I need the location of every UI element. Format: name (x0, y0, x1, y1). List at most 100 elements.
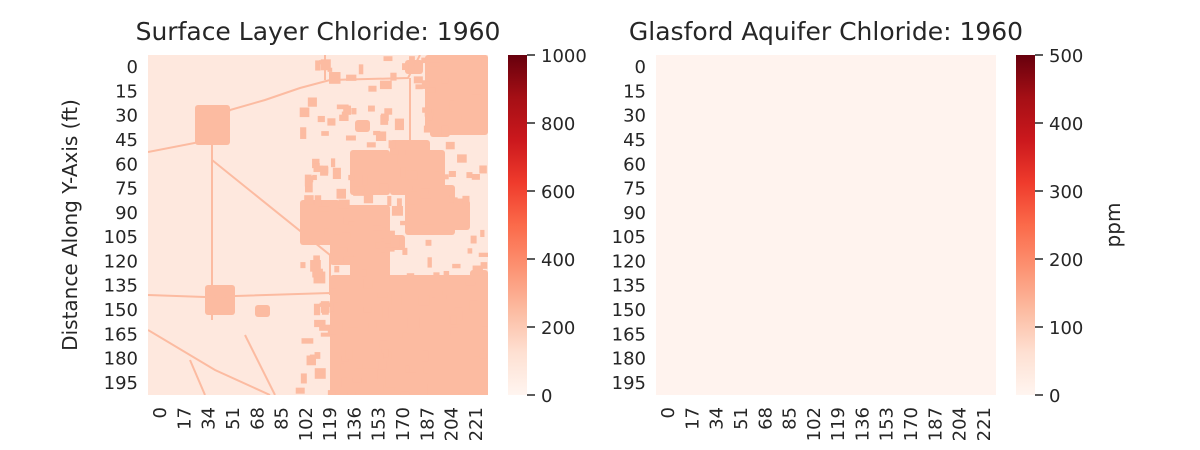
surface-affected-cell (348, 174, 355, 181)
surface-affected-cell (366, 142, 376, 148)
surface-affected-cell (338, 247, 348, 253)
surface-affected-cell (481, 326, 488, 333)
surface-affected-cell (384, 108, 393, 115)
surface-affected-cell (368, 322, 377, 329)
glasford-x-tick-label: 153 (877, 407, 898, 441)
surface-affected-cell (391, 293, 402, 306)
surface-affected-cell (320, 165, 329, 176)
surface-affected-cell (485, 60, 488, 72)
glasford-colorbar-tick-label: 300 (1049, 182, 1083, 203)
surface-affected-cell (343, 105, 352, 115)
surface-x-tick-label: 221 (466, 407, 487, 441)
surface-affected-cell (314, 195, 322, 206)
surface-affected-cell (422, 350, 429, 362)
glasford-y-tick-label: 75 (623, 179, 646, 200)
surface-affected-cell (480, 262, 488, 269)
surface-affected-cell (445, 141, 455, 150)
glasford-x-tick-label: 34 (707, 407, 728, 430)
surface-affected-cell (368, 85, 377, 92)
surface-affected-patch (300, 200, 340, 245)
surface-affected-cell (351, 394, 356, 395)
surface-affected-cell (443, 270, 450, 283)
surface-x-ticks: 0 17 34 51 68 85 102 119 136 153 170 187 204 221 (150, 407, 487, 441)
surface-affected-cell (333, 234, 341, 239)
surface-affected-cell (402, 332, 412, 339)
surface-affected-cell (352, 377, 362, 383)
surface-affected-cell (327, 325, 337, 335)
surface-affected-cell (306, 355, 316, 366)
surface-affected-cell (313, 255, 320, 264)
surface-affected-cell (327, 390, 336, 395)
surface-affected-cell (383, 56, 393, 62)
surface-affected-cell (389, 245, 395, 252)
surface-road-line (148, 291, 346, 301)
glasford-y-tick-label: 120 (612, 251, 646, 272)
surface-affected-cell (332, 323, 343, 335)
surface-x-tick-label: 68 (247, 407, 268, 430)
surface-affected-cell (402, 247, 408, 255)
surface-affected-cell (449, 197, 458, 203)
surface-colorbar-ticks: 0 200 400 600 800 1000 (527, 46, 587, 407)
surface-affected-cell (380, 115, 389, 125)
surface-affected-cell (450, 327, 459, 336)
surface-affected-patch (470, 270, 488, 330)
surface-affected-cell (330, 311, 335, 319)
surface-affected-cell (391, 205, 403, 216)
surface-affected-cell (433, 272, 440, 280)
surface-affected-cell (312, 174, 317, 181)
glasford-x-tick-label: 51 (731, 407, 752, 430)
surface-affected-cell (479, 353, 487, 359)
surface-x-tick-label: 170 (393, 407, 414, 441)
surface-affected-cell (346, 380, 351, 388)
glasford-colorbar-tick-label: 200 (1049, 250, 1083, 271)
surface-affected-cell (346, 74, 357, 81)
surface-x-tick-label: 85 (272, 407, 293, 430)
glasford-y-tick-label: 195 (612, 373, 646, 394)
surface-affected-cell (329, 72, 341, 84)
surface-y-tick-label: 45 (115, 130, 138, 151)
surface-affected-cell (415, 84, 423, 90)
surface-affected-cell (379, 183, 389, 195)
glasford-x-tick-label: 0 (658, 407, 679, 418)
surface-y-tick-label: 105 (104, 227, 138, 248)
surface-affected-cell (428, 94, 439, 103)
surface-affected-cell (313, 163, 320, 173)
surface-affected-patch (355, 120, 370, 132)
surface-colorbar-tick-label: 800 (541, 114, 575, 135)
surface-affected-cell (319, 324, 331, 331)
surface-affected-cell (441, 77, 449, 84)
surface-affected-cell (385, 154, 398, 165)
surface-affected-cell (380, 227, 386, 239)
glasford-x-tick-label: 136 (852, 407, 873, 441)
surface-affected-cell (299, 107, 310, 118)
surface-affected-cell (345, 348, 353, 360)
surface-affected-cell (400, 220, 407, 226)
surface-affected-cell (422, 80, 427, 89)
surface-affected-cell (417, 189, 429, 195)
glasford-x-tick-label: 85 (780, 407, 801, 430)
surface-x-tick-label: 51 (223, 407, 244, 430)
surface-y-tick-label: 120 (104, 251, 138, 272)
glasford-y-tick-label: 0 (635, 57, 646, 78)
surface-affected-cell (313, 303, 321, 316)
surface-affected-cell (363, 306, 372, 313)
surface-y-tick-label: 195 (104, 373, 138, 394)
surface-affected-cell (310, 260, 321, 272)
surface-x-tick-label: 34 (199, 407, 220, 430)
surface-affected-cell (300, 127, 307, 139)
surface-y-tick-label: 15 (115, 81, 138, 102)
surface-affected-cell (304, 195, 314, 205)
surface-affected-cell (339, 114, 349, 122)
surface-affected-cell (388, 140, 396, 149)
surface-affected-cell (314, 319, 326, 328)
surface-affected-cell (343, 256, 356, 264)
glasford-x-tick-label: 68 (755, 407, 776, 430)
surface-affected-cell (336, 188, 347, 199)
surface-affected-cell (422, 107, 432, 113)
glasford-heatmap (656, 55, 996, 395)
surface-y-tick-label: 30 (115, 106, 138, 127)
surface-road-line (244, 334, 276, 395)
surface-affected-cell (338, 199, 350, 209)
surface-x-tick-label: 102 (296, 407, 317, 441)
surface-affected-cell (412, 185, 418, 191)
